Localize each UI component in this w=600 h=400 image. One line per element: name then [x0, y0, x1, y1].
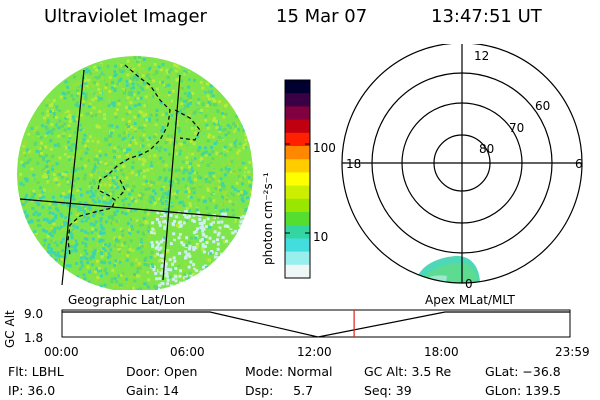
- uv-disk: [17, 56, 253, 290]
- colorbar-band: [285, 172, 310, 187]
- altitude-curve: [62, 311, 570, 338]
- gc-alt-value: GC Alt: 3.5 Re: [364, 364, 452, 379]
- time-tick-2359: 23:59: [555, 345, 590, 359]
- time-tick-0000: 00:00: [44, 345, 79, 359]
- mlt-6-label: 6: [575, 157, 583, 171]
- polar-plot: 12 18 6 0 80 70 60: [341, 44, 583, 291]
- altitude-tick-top: 9.0: [24, 307, 43, 321]
- lat-lon-grid: [19, 69, 241, 286]
- mode-value: Mode: Normal: [245, 364, 333, 379]
- time-tick-1800: 18:00: [424, 345, 459, 359]
- polar-map-label: Apex MLat/MLT: [425, 293, 515, 307]
- filter-value: Flt: LBHL: [8, 364, 64, 379]
- polar-grid: [341, 44, 583, 284]
- date-label: 15 Mar 07: [276, 6, 368, 27]
- mlat-70-label: 70: [509, 121, 524, 135]
- colorbar-band: [285, 146, 310, 160]
- dsp-value: Dsp: 5.7: [245, 383, 314, 398]
- time-tick-0600: 06:00: [170, 345, 205, 359]
- coastline: [67, 64, 201, 256]
- colorbar-band: [285, 159, 310, 173]
- colorbar-band: [285, 238, 310, 253]
- colorbar-band: [285, 264, 310, 279]
- colorbar-band: [285, 225, 310, 239]
- geo-map-label: Geographic Lat/Lon: [68, 293, 186, 307]
- mlat-80-label: 80: [479, 142, 494, 156]
- gain-value: Gain: 14: [126, 383, 179, 398]
- time-tick-1200: 12:00: [297, 345, 332, 359]
- colorbar-unit-label: photon cm⁻²s⁻¹: [261, 172, 275, 265]
- time-label: 13:47:51 UT: [431, 6, 542, 27]
- mlt-0-label: 0: [465, 277, 473, 291]
- glat-value: GLat: −36.8: [485, 364, 561, 379]
- colorbar-band: [285, 251, 310, 266]
- colorbar-band: [285, 80, 310, 94]
- door-status: Door: Open: [126, 364, 198, 379]
- colorbar-band: [285, 93, 310, 107]
- ip-value: IP: 36.0: [8, 383, 56, 398]
- altitude-timeline: GC Alt 9.0 1.8: [3, 307, 571, 348]
- colorbar-tick-10: 10: [313, 230, 329, 244]
- mlt-18-label: 18: [346, 157, 361, 171]
- instrument-title: Ultraviolet Imager: [44, 6, 207, 27]
- colorbar-band: [285, 132, 310, 147]
- colorbar-tick-100: 100: [313, 141, 336, 155]
- mlat-60-label: 60: [535, 99, 550, 113]
- geographic-image: [17, 56, 253, 290]
- seq-value: Seq: 39: [364, 383, 412, 398]
- glon-value: GLon: 139.5: [485, 383, 561, 398]
- colorbar-band: [285, 212, 310, 226]
- colorbar-band: [285, 198, 310, 213]
- mlt-12-label: 12: [474, 49, 489, 63]
- color-scale: photon cm⁻²s⁻¹: [261, 79, 311, 279]
- altitude-ylabel: GC Alt: [3, 310, 17, 348]
- colorbar-band: [285, 119, 310, 134]
- colorbar-band: [285, 106, 310, 121]
- colorbar-band: [285, 185, 310, 200]
- altitude-tick-bottom: 1.8: [24, 331, 43, 345]
